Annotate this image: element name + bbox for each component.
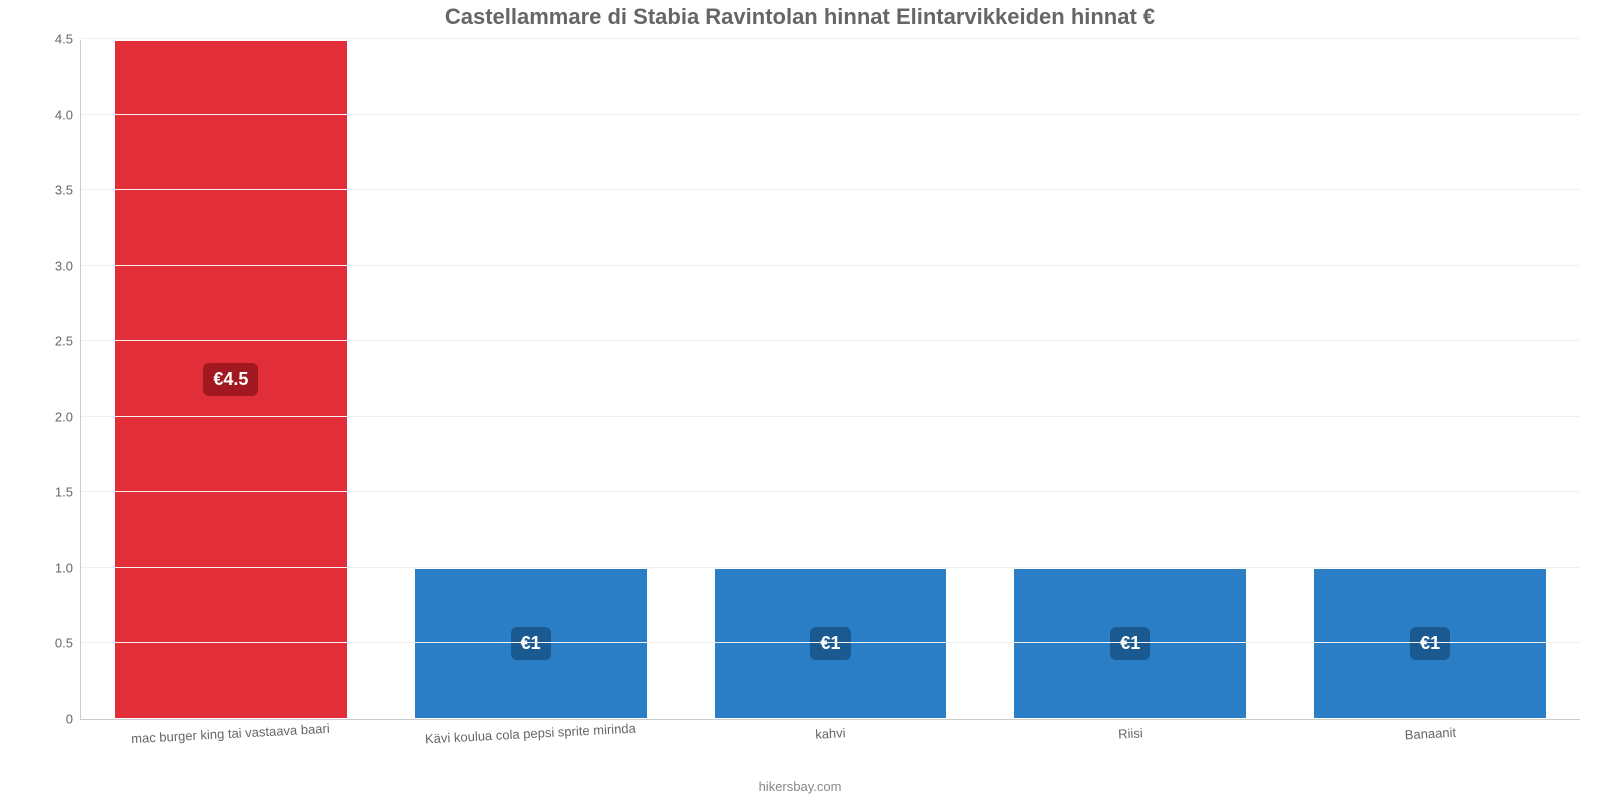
grid-line — [81, 642, 1580, 643]
chart-credit: hikersbay.com — [0, 779, 1600, 794]
grid-line — [81, 114, 1580, 115]
y-tick-label: 3.5 — [55, 183, 81, 198]
x-label-slot: Banaanit — [1280, 720, 1580, 770]
grid-line — [81, 491, 1580, 492]
y-tick-label: 2.0 — [55, 409, 81, 424]
bar-slot: €1 — [980, 40, 1280, 719]
grid-line — [81, 265, 1580, 266]
plot-area: €4.5€1€1€1€1 00.51.01.52.02.53.03.54.04.… — [80, 40, 1580, 720]
grid-line — [81, 567, 1580, 568]
bar: €1 — [1013, 568, 1247, 719]
bar-slot: €1 — [381, 40, 681, 719]
x-label-slot: kahvi — [680, 720, 980, 770]
x-tick-label: mac burger king tai vastaava baari — [131, 721, 330, 746]
bar-slot: €4.5 — [81, 40, 381, 719]
x-axis-labels: mac burger king tai vastaava baari Kävi k… — [80, 720, 1580, 770]
grid-line — [81, 340, 1580, 341]
y-tick-label: 1.5 — [55, 485, 81, 500]
x-label-slot: mac burger king tai vastaava baari — [80, 720, 380, 770]
x-tick-label: Kävi koulua cola pepsi sprite mirinda — [425, 720, 636, 746]
x-tick-label: Banaanit — [1404, 725, 1456, 743]
y-tick-label: 1.0 — [55, 560, 81, 575]
bar: €1 — [414, 568, 648, 719]
bar-value-badge: €1 — [1110, 627, 1150, 660]
chart-title: Castellammare di Stabia Ravintolan hinna… — [0, 4, 1600, 30]
bar: €1 — [714, 568, 948, 719]
bar-value-badge: €1 — [511, 627, 551, 660]
y-tick-label: 2.5 — [55, 334, 81, 349]
bar-slot: €1 — [1280, 40, 1580, 719]
x-label-slot: Kävi koulua cola pepsi sprite mirinda — [380, 720, 680, 770]
y-tick-label: 4.0 — [55, 107, 81, 122]
bar: €1 — [1313, 568, 1547, 719]
bar-value-badge: €1 — [810, 627, 850, 660]
grid-line — [81, 38, 1580, 39]
y-tick-label: 3.0 — [55, 258, 81, 273]
price-bar-chart: Castellammare di Stabia Ravintolan hinna… — [0, 0, 1600, 800]
y-tick-label: 0.5 — [55, 636, 81, 651]
x-tick-label: Riisi — [1118, 725, 1143, 741]
bar-value-badge: €1 — [1410, 627, 1450, 660]
grid-line — [81, 189, 1580, 190]
bars-container: €4.5 €1 €1 €1 €1 — [81, 40, 1580, 719]
x-label-slot: Riisi — [980, 720, 1280, 770]
y-tick-label: 4.5 — [55, 32, 81, 47]
grid-line — [81, 416, 1580, 417]
bar: €4.5 — [114, 40, 348, 719]
bar-slot: €1 — [681, 40, 981, 719]
bar-value-badge: €4.5 — [203, 363, 258, 396]
x-tick-label: kahvi — [815, 725, 846, 742]
y-tick-label: 0 — [66, 712, 81, 727]
